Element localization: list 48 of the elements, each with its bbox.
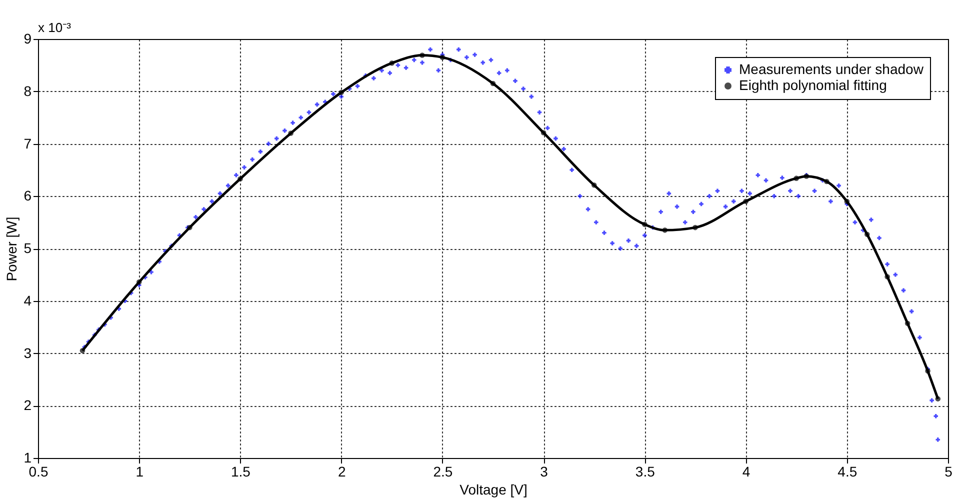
legend-label: Eighth polynomial fitting [739, 77, 887, 93]
x-tick-label: 4.5 [838, 464, 858, 480]
point [338, 90, 344, 96]
x-tick-label: 3.5 [635, 464, 656, 480]
point [925, 368, 930, 374]
y-axis-title: Power [W] [4, 216, 20, 282]
point [864, 232, 870, 237]
x-tick-label: 3 [540, 464, 548, 480]
text: x 10⁻³ [38, 20, 72, 35]
point [692, 224, 698, 230]
point [238, 176, 243, 182]
point [591, 182, 597, 188]
point [743, 198, 748, 204]
y-tick-label: 6 [24, 188, 32, 204]
x-tick-label: 2.5 [433, 464, 453, 480]
x-tick-label: 2 [338, 464, 346, 480]
y-tick-label: 2 [24, 397, 32, 414]
point [935, 396, 941, 402]
point [824, 178, 830, 184]
legend-label: Measurements under shadow [739, 61, 924, 77]
y-tick-label: 8 [24, 82, 32, 99]
y-tick-label: 4 [24, 292, 32, 308]
x-tick-label: 5 [944, 464, 953, 480]
point [844, 198, 850, 204]
x-tick-label: 4 [742, 464, 750, 480]
point [540, 130, 546, 136]
y-tick-label: 3 [24, 344, 32, 361]
x-axis-title: Voltage [V] [460, 482, 528, 498]
point [904, 320, 910, 326]
x-tick-label: 0.5 [28, 464, 48, 480]
point [642, 222, 648, 228]
point [884, 274, 890, 280]
y-tick-label: 7 [24, 135, 32, 152]
point [420, 52, 425, 58]
point [389, 60, 395, 66]
point [490, 80, 496, 86]
point [187, 224, 192, 230]
y-tick-label: 1 [24, 450, 32, 466]
point [662, 228, 668, 233]
y-tick-label: 9 [24, 30, 32, 46]
point [440, 54, 446, 60]
point [288, 130, 294, 136]
x-tick-label: 1 [136, 464, 144, 480]
x-tick-label: 1.5 [230, 464, 251, 480]
point [794, 176, 799, 181]
point [136, 279, 142, 285]
point [80, 348, 86, 354]
y-tick-label: 5 [24, 240, 32, 256]
